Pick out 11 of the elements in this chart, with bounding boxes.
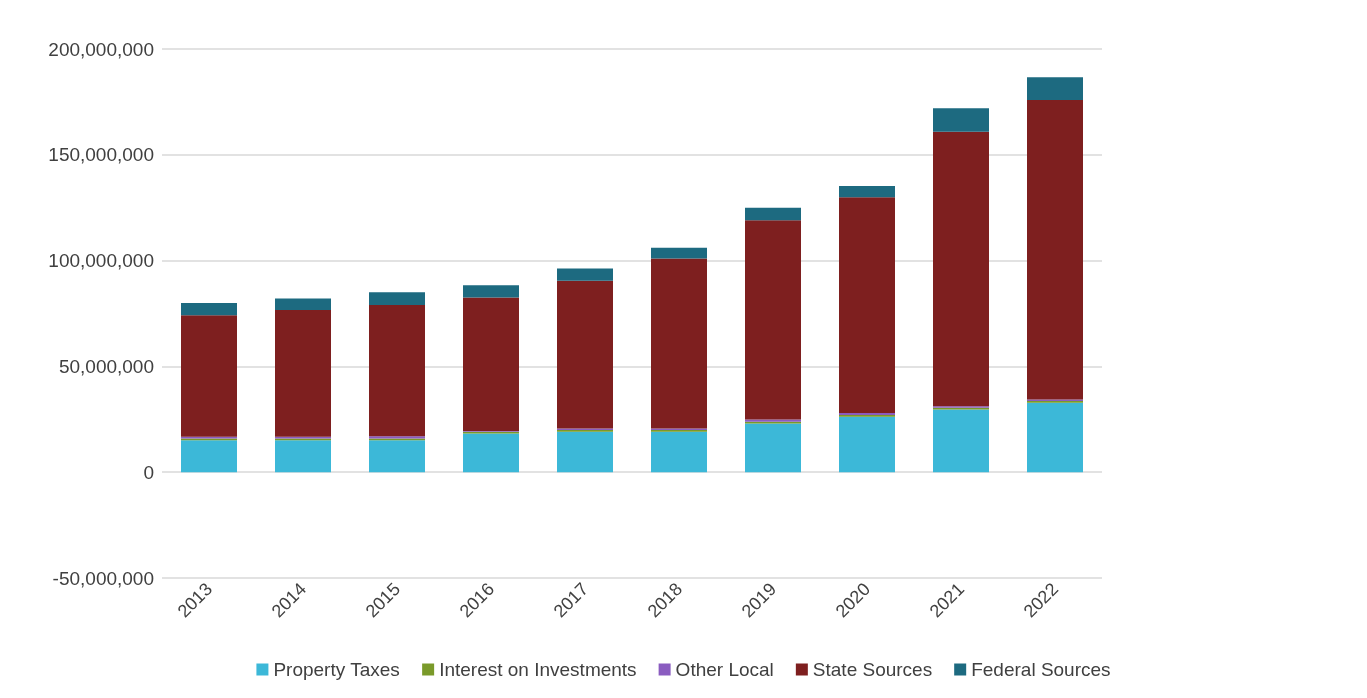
- y-tick-label: 50,000,000: [58, 355, 154, 377]
- y-tick-label: -50,000,000: [52, 567, 154, 589]
- legend-label: Property Taxes: [273, 659, 400, 680]
- legend-label: Interest on Investments: [439, 659, 637, 680]
- legend-label: Federal Sources: [971, 659, 1111, 680]
- legend-label: Other Local: [675, 659, 774, 680]
- y-tick-label: 150,000,000: [48, 144, 154, 166]
- legend-label: State Sources: [812, 659, 933, 680]
- y-tick-label: 100,000,000: [48, 250, 154, 272]
- y-tick-label: 200,000,000: [48, 38, 154, 60]
- y-tick-label: 0: [143, 461, 154, 483]
